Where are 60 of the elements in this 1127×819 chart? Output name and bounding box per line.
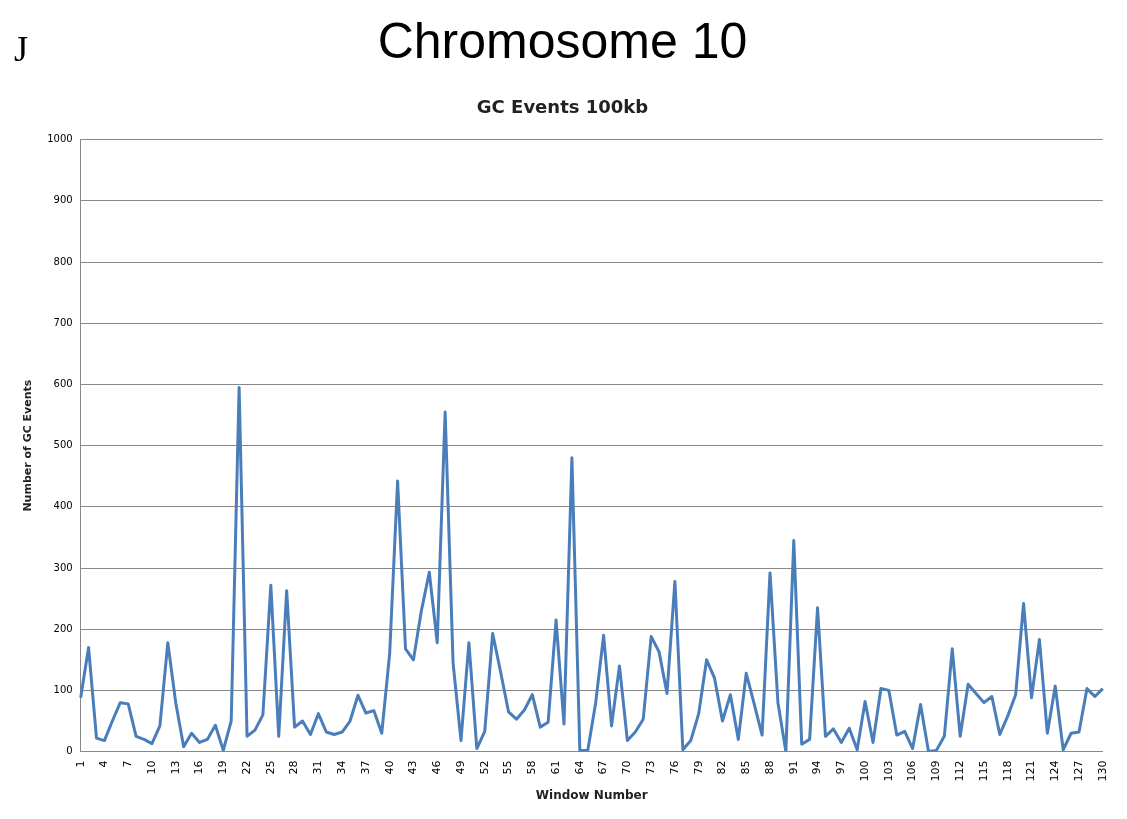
x-tick-label: 37 (358, 760, 372, 775)
x-tick-label: 67 (596, 760, 610, 775)
x-tick-label: 115 (976, 760, 990, 782)
x-tick-label: 1 (73, 760, 87, 768)
y-tick-label: 700 (53, 316, 73, 328)
x-tick-label: 22 (239, 760, 253, 775)
y-tick-label: 100 (53, 684, 73, 695)
x-tick-label: 91 (786, 760, 800, 775)
x-tick-label: 61 (548, 760, 562, 775)
x-tick-label: 106 (905, 760, 919, 782)
x-tick-label: 109 (929, 760, 943, 782)
x-tick-label: 58 (525, 760, 539, 775)
x-tick-label: 43 (406, 760, 420, 775)
y-tick-label: 300 (53, 561, 73, 573)
y-tick-label: 600 (53, 378, 73, 389)
x-tick-label: 118 (1000, 760, 1014, 782)
text: J (14, 28, 29, 70)
x-tick-label: 13 (168, 760, 182, 775)
y-tick-label: 1000 (47, 133, 73, 145)
x-tick-label: 88 (762, 760, 776, 775)
x-tick-label: 64 (572, 760, 586, 775)
x-tick-label: 97 (834, 760, 848, 775)
x-tick-label: 16 (192, 760, 206, 775)
x-tick-label: 19 (216, 760, 230, 775)
x-tick-label: 124 (1048, 760, 1062, 782)
x-tick-label: 4 (97, 760, 111, 768)
y-axis-title: Number of GC Events (21, 379, 35, 512)
y-tick-label: 800 (53, 255, 73, 267)
x-tick-label: 28 (287, 760, 301, 775)
chart-title: Chromosome 10 (377, 12, 748, 69)
x-tick-label: 127 (1071, 760, 1085, 782)
x-tick-label: 34 (334, 760, 348, 775)
x-tick-label: 40 (382, 760, 396, 775)
x-tick-label: 10 (144, 760, 158, 775)
x-tick-label: 25 (263, 760, 277, 775)
y-tick-label: 200 (53, 622, 73, 634)
x-tick-label: 103 (881, 760, 895, 782)
y-tick-label: 0 (66, 745, 73, 757)
x-tick-label: 52 (477, 760, 491, 775)
chart-subtitle: GC Events 100kb (476, 96, 649, 118)
x-tick-label: 49 (453, 760, 467, 775)
y-tick-label: 400 (53, 500, 73, 512)
x-tick-label: 55 (501, 760, 515, 775)
x-tick-label: 76 (667, 760, 681, 775)
x-tick-label: 100 (857, 760, 871, 782)
x-tick-label: 31 (311, 760, 325, 775)
x-tick-label: 79 (691, 760, 705, 775)
x-tick-label: 130 (1095, 760, 1109, 782)
y-tick-label: 900 (53, 194, 73, 206)
y-tick-label: 500 (53, 439, 73, 451)
x-axis-title: Window Number (535, 787, 648, 802)
x-tick-label: 7 (121, 760, 135, 768)
x-tick-label: 121 (1024, 760, 1038, 782)
x-tick-label: 82 (715, 760, 729, 775)
x-tick-label: 46 (430, 760, 444, 775)
x-tick-label: 94 (810, 760, 824, 775)
x-tick-label: 70 (620, 760, 634, 775)
x-tick-label: 73 (644, 760, 658, 775)
x-tick-label: 112 (953, 760, 967, 782)
x-tick-label: 85 (739, 760, 753, 775)
